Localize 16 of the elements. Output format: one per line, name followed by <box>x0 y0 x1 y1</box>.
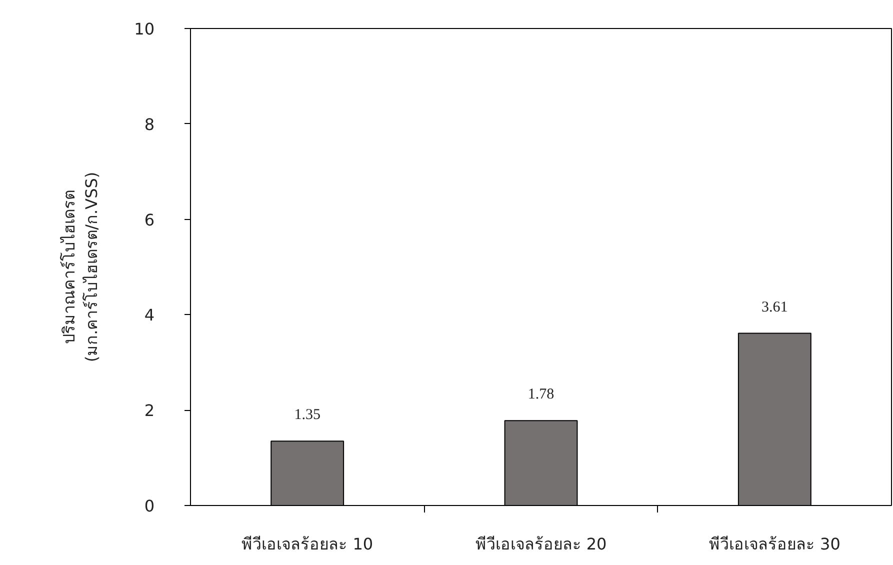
x-tick-label: พีวีเอเจลร้อยละ 20 <box>475 534 607 554</box>
data-label: 3.61 <box>762 299 788 316</box>
data-label: 1.35 <box>294 407 320 424</box>
y-axis-title: ปริมาณคาร์โบไฮเดรต (มก.คาร์โบไฮเดรต/ก.VSS) <box>59 172 102 362</box>
y-tick-label: 10 <box>134 20 154 38</box>
y-tick-label: 2 <box>144 401 155 420</box>
bar <box>504 420 578 506</box>
bar <box>270 440 344 506</box>
y-tick-label: 0 <box>144 496 155 516</box>
bar <box>738 332 812 506</box>
x-tick-label: พีวีเอเจลร้อยละ 30 <box>708 534 840 554</box>
x-tick-label: พีวีเอเจลร้อยละ 10 <box>242 534 374 554</box>
y-tick-label: 6 <box>144 210 155 230</box>
y-tick-label: 8 <box>144 114 155 134</box>
y-tick-label: 4 <box>144 306 155 325</box>
data-label: 1.78 <box>528 386 554 403</box>
